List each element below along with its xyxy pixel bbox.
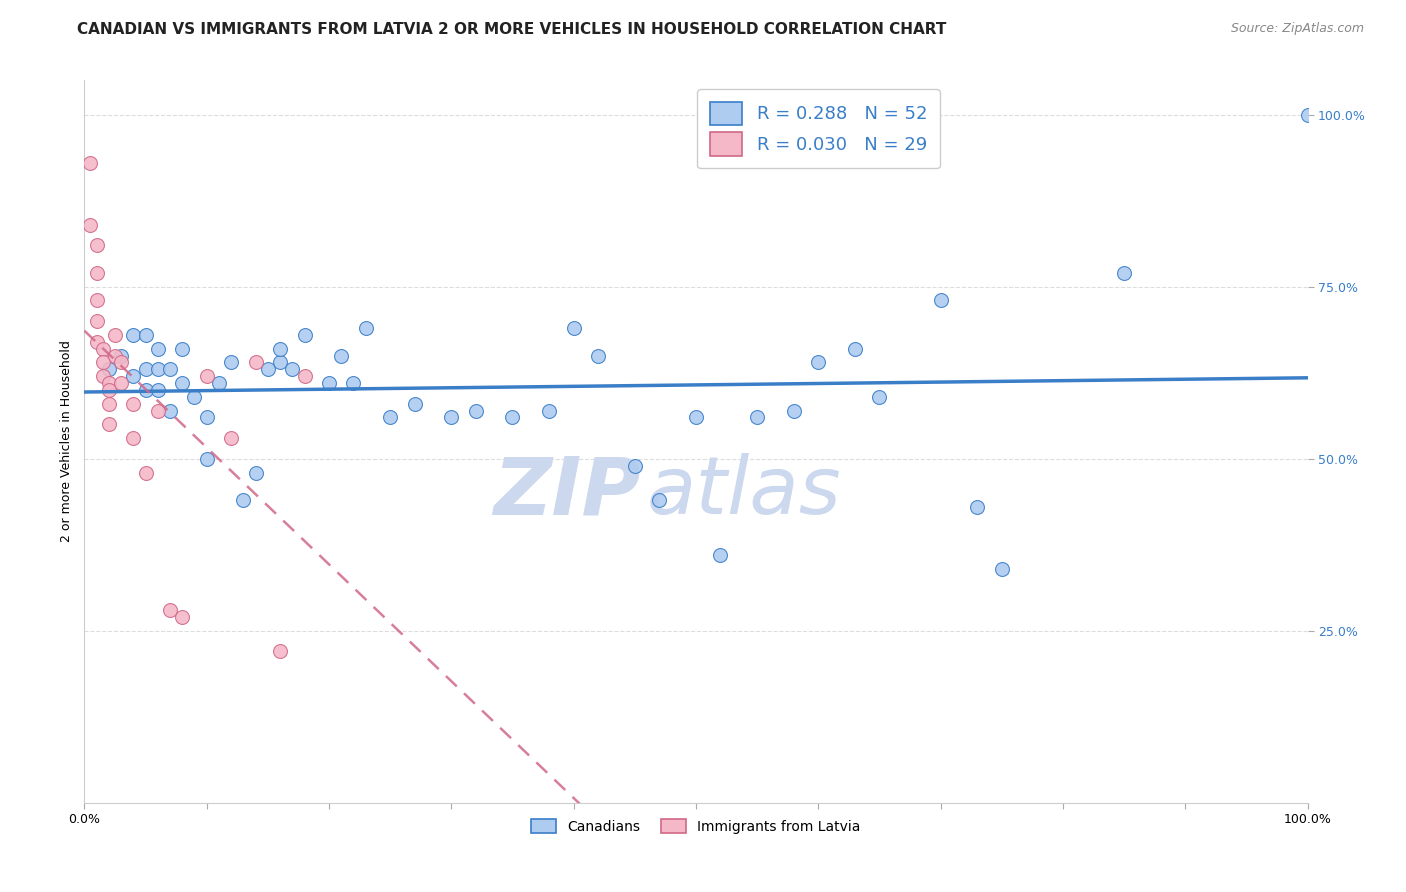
Point	[172, 342, 194, 356]
Point	[991, 562, 1014, 576]
Point	[172, 610, 194, 624]
Point	[747, 410, 769, 425]
Point	[1114, 266, 1136, 280]
Point	[318, 376, 340, 390]
Point	[1296, 108, 1319, 122]
Point	[86, 266, 108, 280]
Point	[440, 410, 463, 425]
Point	[869, 390, 891, 404]
Point	[135, 362, 157, 376]
Legend: Canadians, Immigrants from Latvia: Canadians, Immigrants from Latvia	[526, 814, 866, 839]
Point	[219, 431, 242, 445]
Y-axis label: 2 or more Vehicles in Household: 2 or more Vehicles in Household	[60, 341, 73, 542]
Point	[159, 403, 181, 417]
Point	[208, 376, 231, 390]
Point	[86, 314, 108, 328]
Point	[195, 369, 218, 384]
Point	[104, 327, 127, 342]
Point	[104, 349, 127, 363]
Point	[97, 397, 120, 411]
Point	[330, 349, 353, 363]
Point	[709, 548, 731, 562]
Point	[219, 355, 242, 369]
Point	[135, 383, 157, 397]
Point	[110, 355, 132, 369]
Point	[624, 458, 647, 473]
Point	[91, 355, 114, 369]
Point	[269, 342, 291, 356]
Point	[135, 466, 157, 480]
Point	[648, 493, 671, 508]
Text: Source: ZipAtlas.com: Source: ZipAtlas.com	[1230, 22, 1364, 36]
Text: CANADIAN VS IMMIGRANTS FROM LATVIA 2 OR MORE VEHICLES IN HOUSEHOLD CORRELATION C: CANADIAN VS IMMIGRANTS FROM LATVIA 2 OR …	[77, 22, 946, 37]
Point	[685, 410, 707, 425]
Point	[183, 390, 205, 404]
Point	[245, 355, 267, 369]
Point	[562, 321, 585, 335]
Point	[966, 500, 988, 514]
Point	[294, 327, 316, 342]
Point	[91, 342, 114, 356]
Point	[110, 376, 132, 390]
Point	[404, 397, 426, 411]
Text: ZIP: ZIP	[494, 453, 641, 531]
Point	[281, 362, 304, 376]
Point	[245, 466, 267, 480]
Point	[146, 403, 169, 417]
Point	[146, 383, 169, 397]
Point	[79, 218, 101, 232]
Point	[342, 376, 364, 390]
Point	[195, 410, 218, 425]
Point	[146, 362, 169, 376]
Point	[122, 397, 145, 411]
Point	[502, 410, 524, 425]
Point	[122, 327, 145, 342]
Point	[159, 362, 181, 376]
Point	[269, 644, 291, 658]
Point	[110, 349, 132, 363]
Point	[232, 493, 254, 508]
Text: atlas: atlas	[647, 453, 842, 531]
Point	[91, 369, 114, 384]
Point	[538, 403, 561, 417]
Point	[464, 403, 486, 417]
Point	[783, 403, 806, 417]
Point	[97, 383, 120, 397]
Point	[159, 603, 181, 617]
Point	[929, 293, 952, 308]
Point	[79, 156, 101, 170]
Point	[86, 238, 108, 252]
Point	[97, 417, 120, 432]
Point	[294, 369, 316, 384]
Point	[146, 342, 169, 356]
Point	[122, 431, 145, 445]
Point	[172, 376, 194, 390]
Point	[135, 327, 157, 342]
Point	[354, 321, 377, 335]
Point	[86, 293, 108, 308]
Point	[97, 376, 120, 390]
Point	[122, 369, 145, 384]
Point	[195, 451, 218, 466]
Point	[586, 349, 609, 363]
Point	[257, 362, 280, 376]
Point	[97, 362, 120, 376]
Point	[380, 410, 402, 425]
Point	[807, 355, 830, 369]
Point	[86, 334, 108, 349]
Point	[844, 342, 866, 356]
Point	[269, 355, 291, 369]
